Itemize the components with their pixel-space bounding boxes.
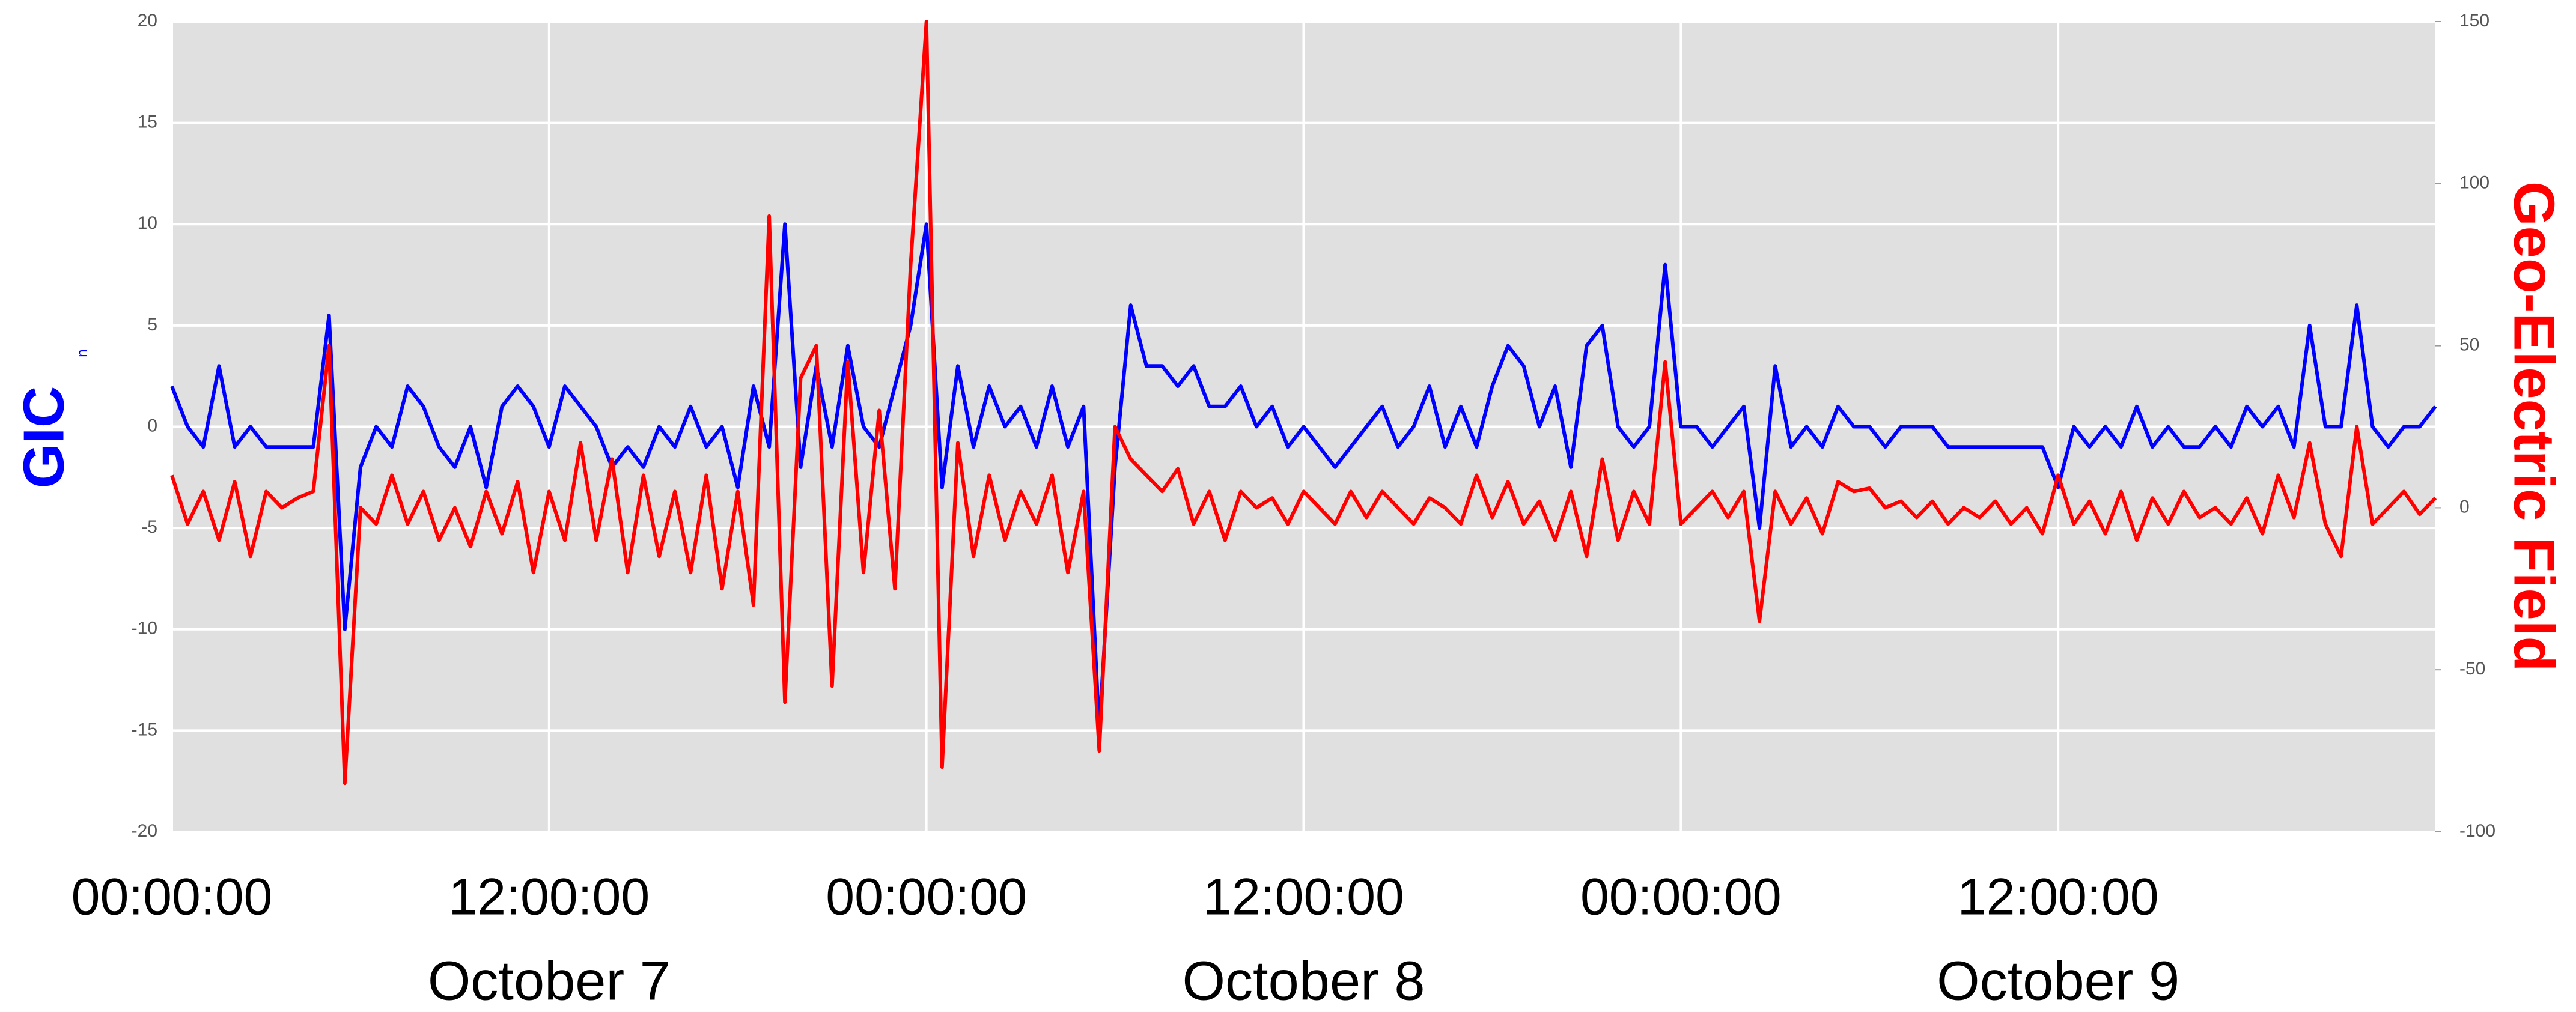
y-tick-label: -20 [132,821,157,841]
y2-tick-label: 50 [2459,335,2479,355]
x-tick-label: 00:00:00 [826,868,1027,926]
y-tick-label: -5 [141,517,157,537]
x-tick-label: 12:00:00 [448,868,650,926]
y-tick-label: 10 [138,213,157,233]
y2-tick-label: 150 [2459,11,2489,31]
y2-tick-label: -50 [2459,659,2485,679]
x-day-label: October 8 [1183,950,1425,1011]
y-tick-label: 0 [147,416,157,435]
x-tick-label: 00:00:00 [1580,868,1782,926]
y2-tick-label: 0 [2459,497,2470,517]
y2-axis-label: Geo-Electric Field [2502,181,2566,671]
y-tick-label: 15 [138,112,157,132]
y-tick-label: 20 [138,11,157,31]
series-line [170,222,2437,733]
y2-tick-label: 100 [2459,173,2489,193]
y-tick-label: 5 [147,315,157,335]
y2-tick-label: -100 [2459,821,2495,841]
y-tick-label: -15 [132,720,157,739]
labels: -20-15-10-505101520-100-5005010015000:00… [72,11,2495,1011]
lines [170,20,2437,786]
grid [171,20,2435,833]
x-day-label: October 9 [1937,950,2179,1011]
x-day-label: October 7 [428,950,671,1011]
series-line [170,20,2437,786]
x-tick-label: 12:00:00 [1203,868,1404,926]
y-axis-label-subscript: n [74,349,90,357]
y-tick-label: -10 [132,619,157,638]
x-tick-label: 12:00:00 [1958,868,2159,926]
x-tick-label: 00:00:00 [72,868,273,926]
y-axis-label: GIC [11,386,76,489]
